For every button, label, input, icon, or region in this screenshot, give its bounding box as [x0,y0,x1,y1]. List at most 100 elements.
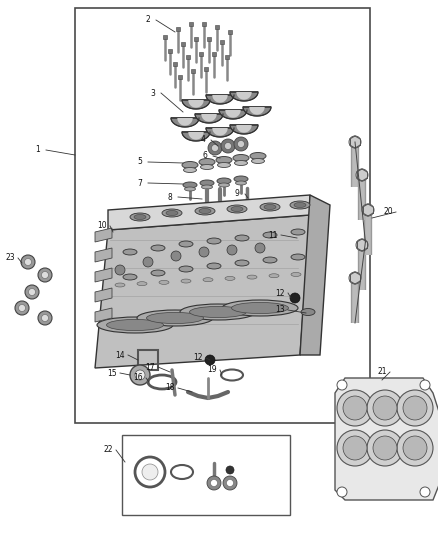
Ellipse shape [159,280,169,285]
Text: 10: 10 [97,222,107,230]
Ellipse shape [207,238,221,244]
Bar [181,42,185,46]
Ellipse shape [195,207,215,215]
Polygon shape [108,195,310,230]
Polygon shape [206,95,234,104]
Ellipse shape [146,312,204,324]
Ellipse shape [180,304,256,320]
Circle shape [373,436,397,460]
Polygon shape [236,92,252,100]
Polygon shape [171,118,199,127]
Polygon shape [219,110,247,119]
Polygon shape [300,195,330,355]
Text: 15: 15 [107,368,117,377]
Polygon shape [95,228,112,242]
Ellipse shape [263,257,277,263]
Ellipse shape [251,158,265,164]
Ellipse shape [200,180,214,186]
Ellipse shape [225,277,235,280]
Circle shape [143,257,153,267]
Polygon shape [230,125,258,134]
Text: 11: 11 [268,230,278,239]
Ellipse shape [151,270,165,276]
Polygon shape [188,132,204,140]
Ellipse shape [106,319,163,330]
Ellipse shape [233,155,249,161]
Circle shape [171,251,181,261]
Polygon shape [95,308,112,322]
Polygon shape [95,288,112,302]
Ellipse shape [123,274,137,280]
Text: 12: 12 [275,288,285,297]
Bar [204,67,208,71]
Polygon shape [212,95,228,103]
Ellipse shape [217,178,231,184]
Circle shape [18,304,25,311]
Text: 9: 9 [235,190,240,198]
Circle shape [227,245,237,255]
Bar [191,69,195,73]
Ellipse shape [181,279,191,283]
Polygon shape [243,107,271,116]
Circle shape [25,259,32,265]
Bar [228,30,232,34]
Ellipse shape [179,266,193,272]
Text: 12: 12 [193,353,203,362]
Circle shape [290,293,300,303]
Circle shape [221,139,235,153]
Polygon shape [236,125,252,133]
Circle shape [130,365,150,385]
Circle shape [367,430,403,466]
Ellipse shape [199,208,211,214]
Bar [215,25,219,29]
Text: 6: 6 [202,151,208,160]
Text: 19: 19 [207,366,217,375]
Circle shape [373,396,397,420]
Ellipse shape [182,161,198,168]
Circle shape [349,272,361,284]
Text: 22: 22 [103,446,113,455]
Bar [122,435,290,515]
Ellipse shape [227,205,247,213]
Ellipse shape [218,163,230,167]
Circle shape [403,436,427,460]
Text: 4: 4 [201,135,205,144]
Polygon shape [188,100,204,108]
Ellipse shape [250,152,266,159]
Text: 16: 16 [133,374,143,383]
Ellipse shape [234,176,248,182]
Circle shape [337,380,347,390]
Circle shape [15,301,29,315]
Ellipse shape [269,274,279,278]
Bar [189,22,193,26]
Bar [138,350,158,370]
Circle shape [337,487,347,497]
Circle shape [343,396,367,420]
Polygon shape [95,215,310,368]
Ellipse shape [219,183,230,187]
Bar [168,49,172,53]
Circle shape [25,285,39,299]
Polygon shape [177,118,193,126]
Ellipse shape [115,283,125,287]
Circle shape [199,247,209,257]
Bar [75,8,370,423]
Ellipse shape [203,278,213,282]
Circle shape [226,466,234,474]
Circle shape [356,169,368,181]
Ellipse shape [123,249,137,255]
Circle shape [237,141,244,148]
Circle shape [356,239,368,251]
Circle shape [42,271,49,279]
Ellipse shape [290,201,310,209]
Circle shape [420,487,430,497]
Bar [199,52,203,56]
Circle shape [337,390,373,426]
Ellipse shape [291,272,301,277]
Circle shape [343,436,367,460]
Ellipse shape [263,232,277,238]
Text: 18: 18 [165,384,175,392]
Text: 23: 23 [5,254,15,262]
Circle shape [208,141,222,155]
Ellipse shape [97,317,173,333]
